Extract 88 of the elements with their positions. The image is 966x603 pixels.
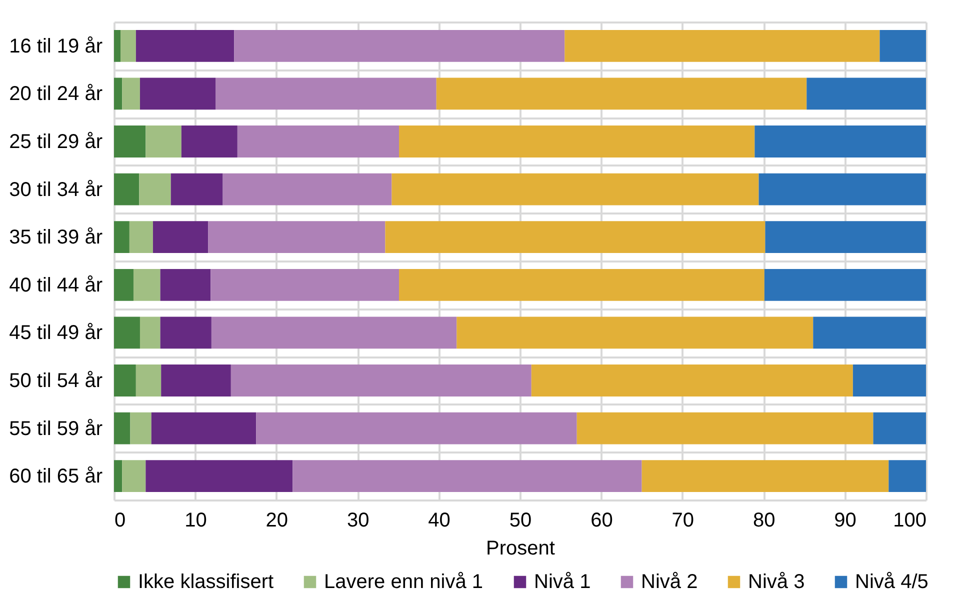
bar xyxy=(880,30,926,62)
bar xyxy=(151,412,256,444)
bar xyxy=(216,78,436,110)
bar xyxy=(114,126,146,158)
bar xyxy=(114,221,130,254)
bar xyxy=(136,30,234,62)
y-tick-label: 40 til 44 år xyxy=(9,274,103,296)
bar xyxy=(564,30,880,62)
bar xyxy=(813,316,926,349)
bar xyxy=(140,78,216,110)
bar xyxy=(114,364,136,396)
y-tick-label: 16 til 19 år xyxy=(9,35,103,58)
bar xyxy=(256,412,577,444)
x-tick-label: 90 xyxy=(834,510,856,532)
bar xyxy=(122,78,140,110)
bar xyxy=(806,78,926,110)
bar xyxy=(160,316,212,349)
bar xyxy=(230,364,532,396)
bar xyxy=(436,78,807,110)
x-tick-label: 20 xyxy=(266,510,288,532)
bar xyxy=(392,173,759,206)
x-tick-label: 10 xyxy=(184,510,207,532)
x-tick-label: 80 xyxy=(752,510,776,532)
y-tick-label: 60 til 65 år xyxy=(9,466,103,488)
bar xyxy=(152,221,208,254)
bar xyxy=(211,316,457,349)
x-tick-label: 100 xyxy=(893,510,926,532)
bar xyxy=(120,30,136,62)
bar xyxy=(114,460,122,492)
bar xyxy=(114,78,122,110)
bar xyxy=(852,364,926,396)
y-tick-label: 30 til 34 år xyxy=(9,178,103,201)
bar xyxy=(160,268,211,301)
legend-label: Nivå 3 xyxy=(748,571,805,593)
bar xyxy=(122,460,146,492)
x-axis-title: Prosent xyxy=(486,538,556,560)
legend-label: Ikke klassifisert xyxy=(138,571,274,593)
bar xyxy=(114,412,130,444)
bar xyxy=(114,173,140,206)
bar xyxy=(146,126,182,158)
bar xyxy=(130,412,152,444)
bar xyxy=(399,268,764,301)
bar xyxy=(146,460,293,492)
y-tick-label: 45 til 49 år xyxy=(9,322,103,344)
bar xyxy=(170,173,223,206)
y-tick-label: 35 til 39 år xyxy=(9,226,103,249)
bar xyxy=(136,364,162,396)
y-tick-label: 55 til 59 år xyxy=(9,418,103,440)
bar xyxy=(873,412,926,444)
bar xyxy=(140,316,160,349)
bar xyxy=(133,268,160,301)
bar xyxy=(181,126,238,158)
bar xyxy=(139,173,171,206)
x-tick-label: 60 xyxy=(590,510,613,532)
bar xyxy=(765,221,926,254)
y-tick-label: 25 til 29 år xyxy=(9,131,103,153)
bar xyxy=(456,316,814,349)
bar xyxy=(222,173,392,206)
bar xyxy=(888,460,926,492)
bar xyxy=(210,268,400,301)
y-tick-label: 20 til 24 år xyxy=(9,83,103,106)
legend-label: Nivå 1 xyxy=(534,571,591,593)
bar xyxy=(114,30,120,62)
x-tick-label: 0 xyxy=(114,510,126,532)
x-tick-label: 30 xyxy=(346,510,370,532)
bar xyxy=(234,30,565,62)
bar xyxy=(576,412,874,444)
bar xyxy=(764,268,926,301)
x-tick-label: 40 xyxy=(428,510,450,532)
bar xyxy=(114,268,134,301)
bar xyxy=(161,364,231,396)
bar xyxy=(399,126,755,158)
bar xyxy=(208,221,386,254)
bar xyxy=(642,460,889,492)
x-tick-label: 50 xyxy=(509,510,532,532)
bar xyxy=(292,460,642,492)
bar xyxy=(129,221,153,254)
y-tick-label: 50 til 54 år xyxy=(9,370,103,392)
legend-label: Nivå 4/5 xyxy=(855,571,928,593)
bar xyxy=(385,221,766,254)
x-tick-label: 70 xyxy=(672,510,694,532)
bar xyxy=(758,173,926,206)
legend-label: Lavere enn nivå 1 xyxy=(324,571,484,593)
legend-label: Nivå 2 xyxy=(641,571,698,593)
bar xyxy=(531,364,853,396)
bar xyxy=(237,126,400,158)
bar xyxy=(754,126,926,158)
bar xyxy=(114,316,140,349)
